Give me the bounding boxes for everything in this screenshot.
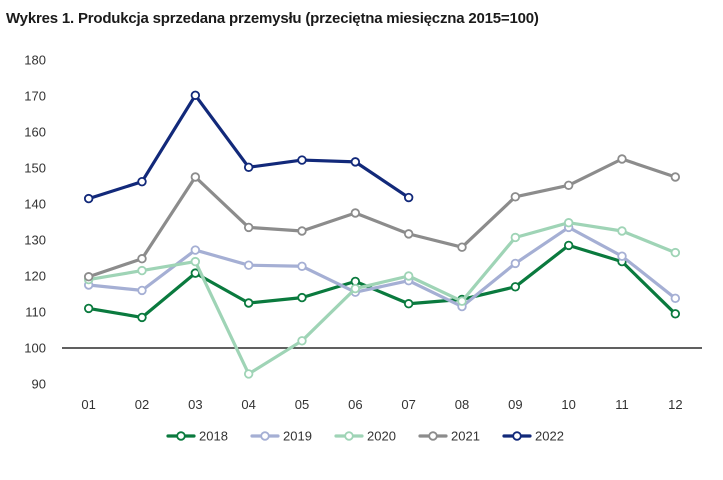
x-tick-label: 11 bbox=[615, 397, 629, 412]
x-tick-label: 08 bbox=[455, 397, 469, 412]
legend-label: 2021 bbox=[451, 429, 480, 444]
legend-item-2022: 2022 bbox=[502, 429, 564, 444]
data-point bbox=[137, 176, 147, 187]
data-point bbox=[563, 218, 574, 228]
legend-swatch-marker bbox=[344, 431, 354, 441]
data-point bbox=[83, 193, 94, 204]
data-point bbox=[563, 240, 574, 251]
data-point bbox=[297, 336, 307, 346]
data-point bbox=[457, 296, 467, 306]
legend-swatch-marker bbox=[512, 431, 522, 441]
series-2022 bbox=[83, 90, 414, 204]
y-tick-label: 90 bbox=[32, 377, 46, 392]
data-point bbox=[403, 271, 414, 281]
series-2019 bbox=[83, 222, 681, 312]
x-tick-label: 12 bbox=[668, 397, 682, 412]
y-tick-label: 180 bbox=[24, 53, 46, 68]
legend-swatch-marker bbox=[260, 431, 270, 441]
data-point bbox=[297, 261, 307, 271]
legend-swatch-marker bbox=[176, 431, 186, 441]
data-point bbox=[350, 208, 361, 218]
x-tick-label: 04 bbox=[241, 397, 255, 412]
data-point bbox=[670, 172, 681, 182]
x-tick-label: 03 bbox=[188, 397, 202, 412]
y-tick-label: 140 bbox=[24, 197, 46, 212]
data-point bbox=[190, 256, 201, 267]
data-point bbox=[670, 247, 681, 258]
x-tick-label: 07 bbox=[401, 397, 415, 412]
chart-title: Wykres 1. Produkcja sprzedana przemysłu … bbox=[6, 10, 539, 27]
data-point bbox=[670, 309, 681, 319]
y-tick-label: 170 bbox=[24, 89, 46, 104]
y-tick-label: 110 bbox=[25, 305, 46, 320]
data-point bbox=[297, 155, 307, 165]
y-axis-ticks: 90 100 110 120 130 140 150 160 170 180 bbox=[24, 53, 46, 392]
series-2020 bbox=[83, 218, 681, 379]
legend: 2018 2019 2020 2021 2022 bbox=[166, 429, 564, 444]
data-point bbox=[350, 157, 361, 167]
series-line-2020 bbox=[87, 221, 677, 376]
y-tick-label: 160 bbox=[24, 125, 46, 140]
data-point bbox=[137, 312, 147, 323]
data-point bbox=[403, 229, 414, 239]
data-point bbox=[350, 283, 361, 294]
data-point bbox=[403, 299, 414, 309]
x-axis-ticks: 01 02 03 04 05 06 07 08 09 10 11 12 bbox=[81, 397, 682, 412]
data-point bbox=[137, 285, 147, 296]
legend-label: 2022 bbox=[535, 429, 564, 444]
data-point bbox=[137, 254, 147, 264]
data-point bbox=[243, 369, 254, 379]
data-point bbox=[243, 298, 254, 308]
x-tick-label: 05 bbox=[295, 397, 309, 412]
legend-label: 2018 bbox=[199, 429, 228, 444]
data-point bbox=[670, 293, 681, 304]
series-line-2021 bbox=[87, 157, 677, 279]
y-tick-label: 100 bbox=[24, 341, 46, 356]
series-line-2018 bbox=[87, 243, 677, 319]
data-point bbox=[243, 260, 254, 270]
data-point bbox=[457, 242, 467, 252]
x-tick-label: 09 bbox=[508, 397, 522, 412]
data-point bbox=[510, 232, 521, 243]
legend-label: 2020 bbox=[367, 429, 396, 444]
data-point bbox=[617, 251, 627, 261]
data-point bbox=[243, 222, 254, 233]
data-point bbox=[510, 282, 521, 292]
legend-label: 2019 bbox=[283, 429, 312, 444]
series-line-2022 bbox=[87, 93, 411, 201]
y-tick-label: 130 bbox=[24, 233, 46, 248]
data-point bbox=[617, 226, 627, 236]
data-point bbox=[190, 172, 201, 182]
data-point bbox=[190, 245, 201, 255]
series-2021 bbox=[83, 154, 681, 282]
data-point bbox=[83, 303, 94, 314]
data-point bbox=[297, 292, 307, 303]
data-point bbox=[190, 90, 201, 100]
y-tick-label: 150 bbox=[24, 161, 46, 176]
x-tick-label: 02 bbox=[135, 397, 149, 412]
series-line-2019 bbox=[87, 225, 677, 309]
data-point bbox=[297, 226, 307, 236]
series-2018 bbox=[83, 240, 681, 323]
legend-item-2018: 2018 bbox=[166, 429, 228, 444]
x-tick-label: 01 bbox=[81, 397, 95, 412]
data-point bbox=[563, 180, 574, 190]
legend-item-2021: 2021 bbox=[418, 429, 480, 444]
legend-item-2019: 2019 bbox=[250, 429, 312, 444]
data-point bbox=[510, 192, 521, 202]
x-tick-label: 06 bbox=[348, 397, 362, 412]
data-point bbox=[137, 265, 147, 276]
data-point bbox=[403, 192, 414, 203]
y-tick-label: 120 bbox=[24, 269, 46, 284]
x-tick-label: 10 bbox=[561, 397, 575, 412]
legend-item-2020: 2020 bbox=[334, 429, 396, 444]
data-point bbox=[510, 258, 521, 269]
data-point bbox=[617, 154, 627, 164]
data-point bbox=[83, 272, 94, 282]
legend-swatch-marker bbox=[428, 431, 438, 441]
data-point bbox=[243, 162, 254, 172]
series-layer bbox=[83, 90, 681, 379]
